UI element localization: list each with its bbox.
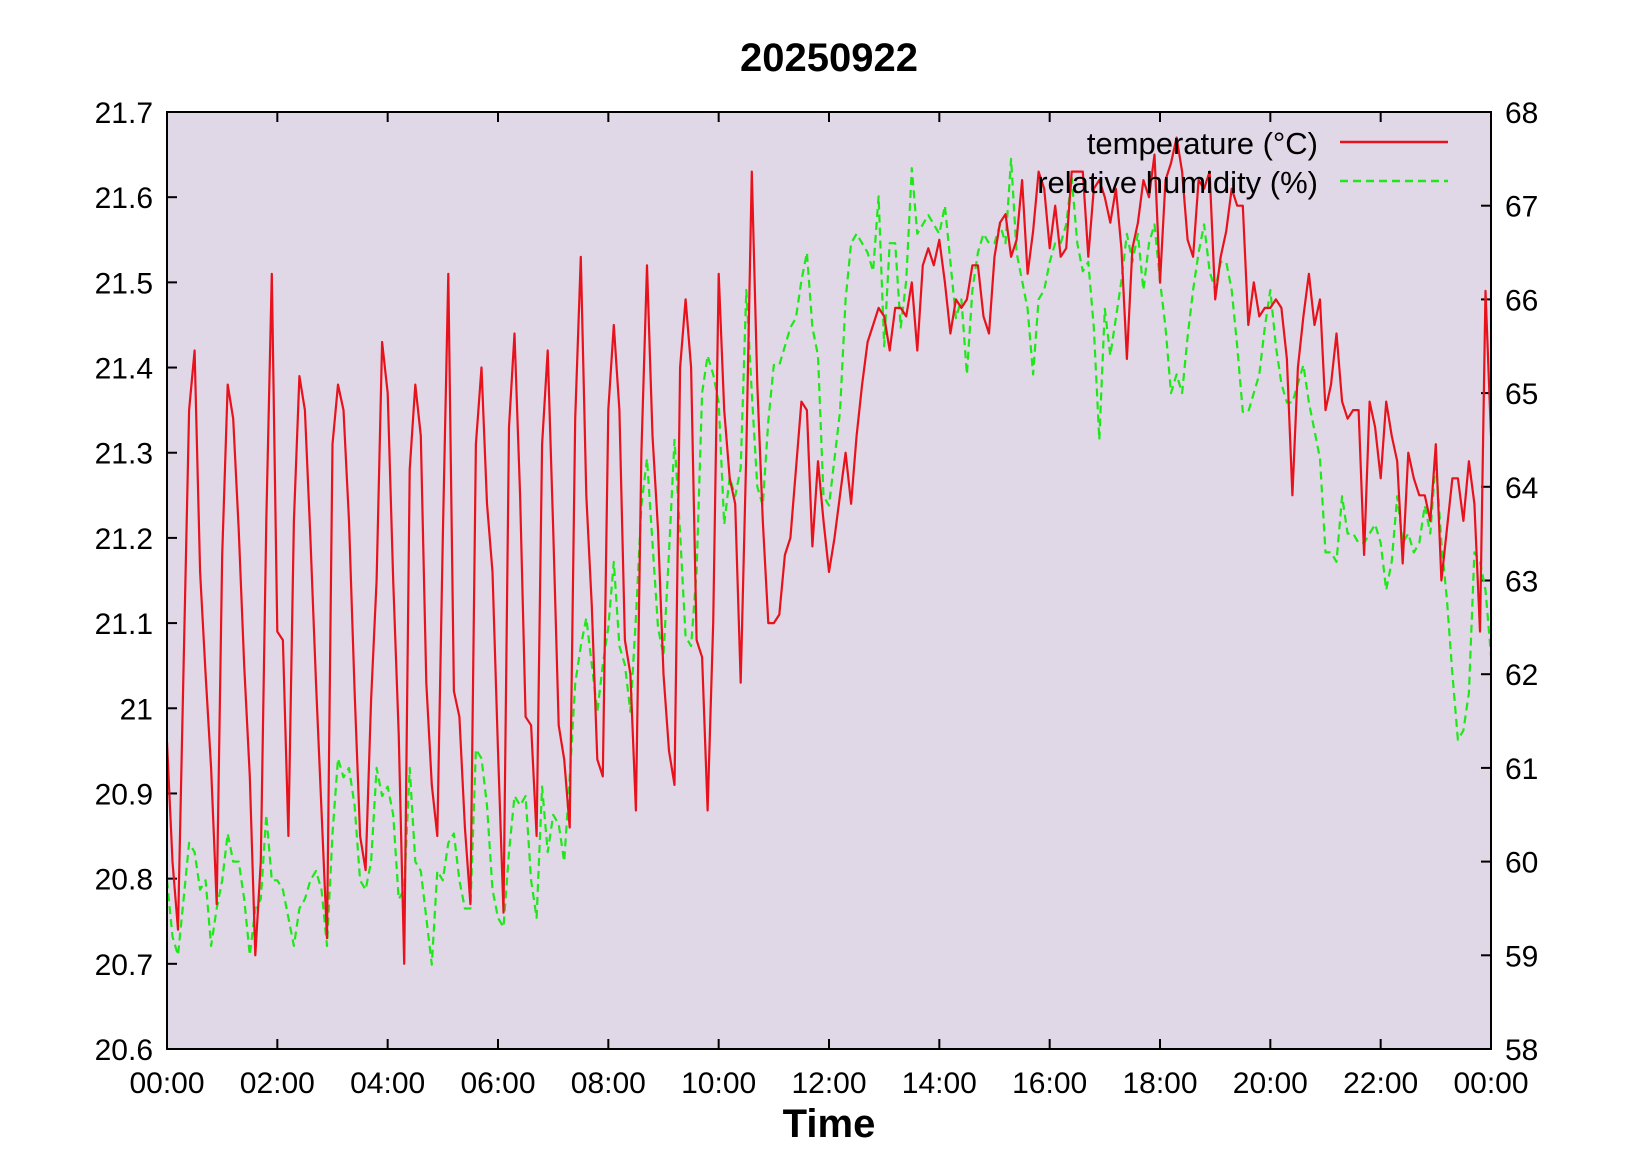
y-right-tick-label: 67 — [1505, 191, 1538, 224]
x-tick-label: 08:00 — [571, 1067, 646, 1100]
x-tick-label: 00:00 — [129, 1067, 204, 1100]
legend-label-relative-humidity: relative humidity (%) — [1037, 165, 1318, 200]
y-right-tick-label: 62 — [1505, 659, 1538, 692]
x-axis-label: Time — [783, 1102, 876, 1146]
y-left-tick-label: 21.3 — [95, 438, 153, 471]
y-right-tick-label: 64 — [1505, 472, 1538, 505]
x-tick-label: 14:00 — [902, 1067, 977, 1100]
y-right-tick-label: 59 — [1505, 940, 1538, 973]
x-tick-label: 06:00 — [460, 1067, 535, 1100]
x-tick-label: 12:00 — [791, 1067, 866, 1100]
y-left-tick-label: 21.6 — [95, 182, 153, 215]
x-tick-label: 16:00 — [1012, 1067, 1087, 1100]
x-tick-label: 10:00 — [681, 1067, 756, 1100]
x-tick-label: 22:00 — [1343, 1067, 1418, 1100]
y-right-tick-label: 63 — [1505, 566, 1538, 599]
y-right-tick-label: 58 — [1505, 1034, 1538, 1067]
series-line-temperature — [165, 136, 1493, 965]
x-tick-label: 02:00 — [240, 1067, 315, 1100]
y-left-tick-label: 20.7 — [95, 949, 153, 982]
chart-title: 20250922 — [740, 36, 918, 80]
y-right-tick-label: 66 — [1505, 284, 1538, 317]
series-line-relative-humidity — [165, 157, 1493, 966]
x-tick-label: 04:00 — [350, 1067, 425, 1100]
y-left-tick-label: 21 — [120, 693, 153, 726]
plot-frame — [166, 111, 1492, 1050]
axis-ticks: 00:00 02:00 04:00 06:00 08:00 10:00 12:00 14:00… — [95, 97, 1539, 1100]
plot-area — [167, 112, 1491, 1049]
y-right-tick-label: 61 — [1505, 753, 1538, 786]
y-right-tick-label: 65 — [1505, 378, 1538, 411]
y-left-tick-label: 21.7 — [95, 97, 153, 130]
y-left-tick-label: 21.2 — [95, 523, 153, 556]
y-right-tick-label: 68 — [1505, 97, 1538, 130]
y-left-tick-label: 20.9 — [95, 778, 153, 811]
y-left-tick-label: 21.4 — [95, 353, 153, 386]
x-tick-label: 20:00 — [1233, 1067, 1308, 1100]
y-left-tick-label: 21.5 — [95, 267, 153, 300]
legend-label-temperature: temperature (°C) — [1087, 126, 1318, 161]
y-left-tick-label: 20.6 — [95, 1034, 153, 1067]
y-right-tick-label: 60 — [1505, 847, 1538, 880]
y-left-tick-label: 21.1 — [95, 608, 153, 641]
x-tick-label: 18:00 — [1122, 1067, 1197, 1100]
series-layer — [165, 136, 1493, 966]
x-tick-label: 00:00 — [1453, 1067, 1528, 1100]
y-left-tick-label: 20.8 — [95, 864, 153, 897]
legend: temperature (°C) relative humidity (%) — [1037, 126, 1448, 200]
